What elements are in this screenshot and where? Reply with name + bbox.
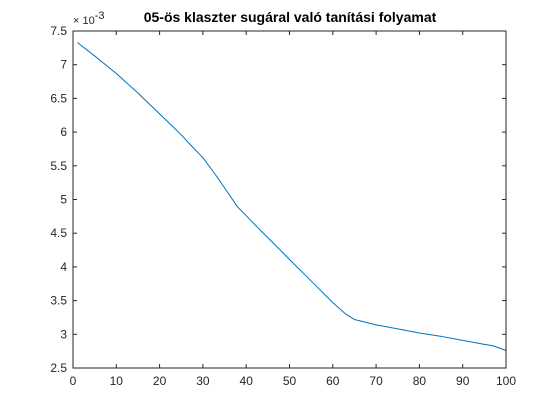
y-tick-label: 4 [60, 260, 67, 274]
x-tick-label: 50 [283, 374, 297, 388]
x-tick-label: 10 [110, 374, 124, 388]
y-tick-label: 7.5 [50, 24, 67, 38]
x-tick-label: 60 [326, 374, 340, 388]
axes-background [73, 31, 506, 368]
y-tick-label: 6.5 [50, 91, 67, 105]
series-layer [77, 42, 507, 351]
y-tick-label: 3.5 [50, 294, 67, 308]
x-tick-label: 100 [496, 374, 516, 388]
y-tick-label: 5.5 [50, 159, 67, 173]
y-tick-label: 6 [60, 125, 67, 139]
x-tick-label: 20 [153, 374, 167, 388]
series-line [77, 42, 507, 351]
y-tick-label: 3 [60, 327, 67, 341]
x-tick-label: 0 [70, 374, 77, 388]
y-tick-label: 7 [60, 58, 67, 72]
y-exponent-base: × 10 [73, 15, 95, 27]
y-tick-label: 2.5 [50, 361, 67, 375]
chart-title: 05-ös klaszter sugáral való tanítási fol… [144, 9, 437, 25]
x-tick-label: 80 [413, 374, 427, 388]
y-exponent-power: -3 [95, 10, 105, 22]
ticks-layer: 0 10 20 30 40 50 60 70 80 90 100 2.5 3 3.5 4 4.5 5 5.5 6 6.… [50, 24, 516, 388]
x-tick-label: 40 [240, 374, 254, 388]
x-tick-label: 30 [196, 374, 210, 388]
x-tick-label: 70 [369, 374, 383, 388]
x-tick-label: 90 [456, 374, 470, 388]
y-axis-exponent: × 10-3 [73, 10, 105, 27]
axes-box [72, 30, 507, 369]
y-tick-label: 4.5 [50, 226, 67, 240]
y-tick-label: 5 [60, 193, 67, 207]
